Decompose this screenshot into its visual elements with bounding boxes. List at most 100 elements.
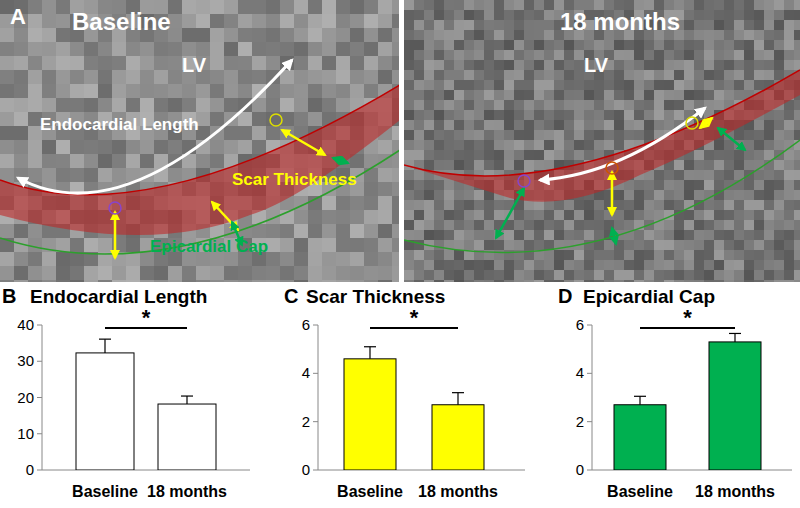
pixel bbox=[784, 280, 794, 282]
pixel bbox=[474, 140, 484, 150]
pixel bbox=[98, 70, 112, 84]
pixel bbox=[364, 168, 378, 182]
pixel bbox=[544, 130, 554, 140]
pixel bbox=[534, 90, 544, 100]
pixel bbox=[434, 140, 444, 150]
pixel bbox=[0, 140, 14, 154]
pixel bbox=[584, 120, 594, 130]
pixel bbox=[414, 230, 424, 240]
pixel bbox=[494, 30, 504, 40]
pixel bbox=[734, 30, 744, 40]
pixel bbox=[350, 56, 364, 70]
pixel bbox=[524, 160, 534, 170]
pixel bbox=[378, 0, 392, 14]
pixel bbox=[534, 20, 544, 30]
pixel bbox=[754, 230, 764, 240]
pixel bbox=[28, 98, 42, 112]
pixel bbox=[308, 280, 322, 282]
pixel bbox=[424, 260, 434, 270]
pixel bbox=[84, 70, 98, 84]
pixel bbox=[574, 210, 584, 220]
pixel bbox=[182, 266, 196, 280]
pixel bbox=[238, 56, 252, 70]
pixel bbox=[474, 120, 484, 130]
pixel bbox=[378, 28, 392, 42]
pixel bbox=[754, 220, 764, 230]
pixel bbox=[322, 196, 336, 210]
pixel bbox=[0, 28, 14, 42]
pixel bbox=[774, 220, 784, 230]
pixel bbox=[424, 130, 434, 140]
pixel bbox=[694, 180, 704, 190]
pixel bbox=[14, 70, 28, 84]
pixel bbox=[594, 280, 604, 282]
pixel bbox=[524, 260, 534, 270]
pixel bbox=[724, 170, 734, 180]
pixel bbox=[336, 210, 350, 224]
pixel bbox=[524, 270, 534, 280]
pixel bbox=[464, 50, 474, 60]
pixel bbox=[112, 42, 126, 56]
bar bbox=[344, 359, 396, 470]
pixel bbox=[474, 160, 484, 170]
pixel bbox=[534, 30, 544, 40]
pixel bbox=[594, 270, 604, 280]
pixel bbox=[444, 140, 454, 150]
pixel bbox=[266, 14, 280, 28]
pixel bbox=[754, 60, 764, 70]
pixel bbox=[514, 270, 524, 280]
pixel bbox=[70, 280, 84, 282]
pixel bbox=[614, 70, 624, 80]
pixel bbox=[378, 14, 392, 28]
pixel bbox=[514, 0, 524, 10]
pixel bbox=[392, 168, 400, 182]
pixel bbox=[614, 270, 624, 280]
pixel bbox=[704, 200, 714, 210]
pixel bbox=[454, 110, 464, 120]
pixel bbox=[714, 140, 724, 150]
pixel bbox=[504, 240, 514, 250]
pixel bbox=[56, 266, 70, 280]
pixel bbox=[210, 112, 224, 126]
pixel bbox=[784, 190, 794, 200]
x-axis bbox=[42, 470, 250, 471]
pixel bbox=[654, 120, 664, 130]
pixel bbox=[14, 28, 28, 42]
pixel bbox=[224, 14, 238, 28]
pixel bbox=[414, 70, 424, 80]
pixel bbox=[564, 50, 574, 60]
pixel bbox=[444, 280, 454, 282]
pixel bbox=[794, 0, 800, 10]
pixel bbox=[252, 56, 266, 70]
pixel bbox=[664, 120, 674, 130]
error-stem bbox=[734, 333, 735, 341]
pixel bbox=[42, 84, 56, 98]
pixel bbox=[664, 100, 674, 110]
pixel bbox=[694, 260, 704, 270]
pixel bbox=[694, 0, 704, 10]
pixel bbox=[594, 230, 604, 240]
pixel bbox=[684, 50, 694, 60]
pixel bbox=[484, 40, 494, 50]
pixel bbox=[224, 56, 238, 70]
pixel bbox=[744, 70, 754, 80]
pixel bbox=[444, 20, 454, 30]
pixel bbox=[14, 252, 28, 266]
pixel bbox=[794, 270, 800, 280]
cap-arrow bbox=[612, 228, 616, 244]
pixel bbox=[794, 260, 800, 270]
pixel bbox=[414, 120, 424, 130]
pixel bbox=[684, 70, 694, 80]
pixel bbox=[534, 10, 544, 20]
pixel bbox=[524, 150, 534, 160]
pixel bbox=[704, 260, 714, 270]
pixel bbox=[0, 98, 14, 112]
pixel bbox=[724, 20, 734, 30]
pixel bbox=[664, 70, 674, 80]
pixel bbox=[210, 14, 224, 28]
pixel bbox=[434, 80, 444, 90]
pixel bbox=[644, 100, 654, 110]
pixel bbox=[764, 230, 774, 240]
pixel bbox=[594, 250, 604, 260]
pixel bbox=[734, 220, 744, 230]
